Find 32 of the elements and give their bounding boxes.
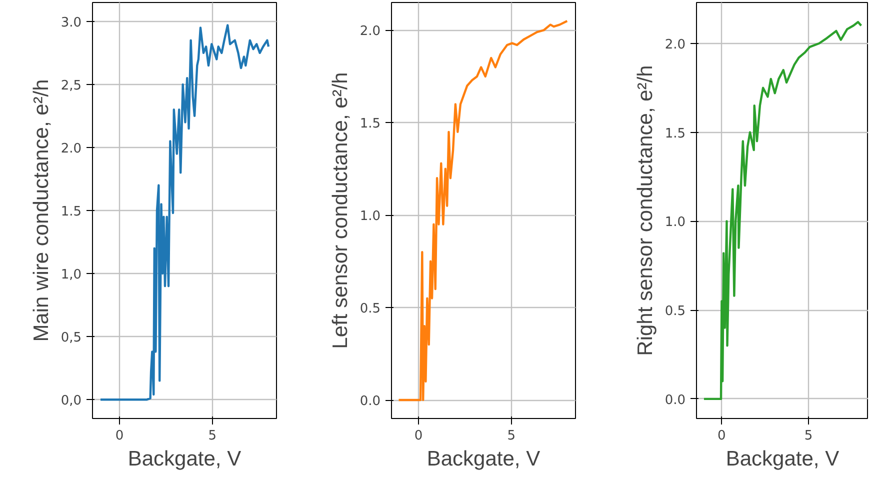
y-axis-title: Left sensor conductance, e²/h: [328, 72, 352, 349]
x-axis-title: Backgate, V: [726, 448, 840, 470]
y-tick-label: 0.5: [360, 302, 381, 317]
y-tick-label: 1.5: [360, 116, 381, 132]
line-series: [702, 20, 862, 400]
y-tick-label: 0,0: [60, 394, 82, 409]
y-axis-title: Main wire conductance, e²/h: [30, 79, 53, 342]
line-series: [398, 20, 568, 402]
y-tick-label: 1,0: [60, 268, 82, 283]
y-tick-label: 3.0: [60, 15, 82, 30]
y-tick-label: 2,5: [60, 78, 82, 94]
x-tick-label: 0: [115, 428, 124, 444]
y-tick-label: 0.5: [664, 304, 686, 320]
y-tick-label: 1.0: [360, 209, 381, 224]
y-tick-label: 0.0: [360, 394, 381, 410]
x-tick-label: 5: [804, 428, 813, 444]
y-tick-label: 1.5: [60, 204, 82, 220]
x-axis-title: Backgate, V: [128, 448, 242, 470]
line-series: [99, 24, 270, 401]
y-tick-label: 1.5: [664, 126, 686, 142]
x-tick-label: 5: [208, 428, 217, 444]
y-axis-title: Right sensor conductance, e²/h: [634, 65, 657, 356]
x-axis-title: Backgate, V: [426, 448, 540, 470]
y-tick-label: 0,5: [60, 330, 82, 346]
y-tick-label: 2.0: [60, 141, 82, 156]
x-tick-label: 5: [507, 428, 516, 444]
x-tick-label: 0: [718, 428, 726, 444]
x-tick-label: 0: [414, 428, 423, 444]
y-tick-label: 2.0: [360, 24, 381, 40]
y-tick-label: 0.0: [664, 392, 686, 408]
y-tick-label: 1.0: [664, 215, 686, 230]
y-tick-label: 2.0: [664, 37, 686, 52]
